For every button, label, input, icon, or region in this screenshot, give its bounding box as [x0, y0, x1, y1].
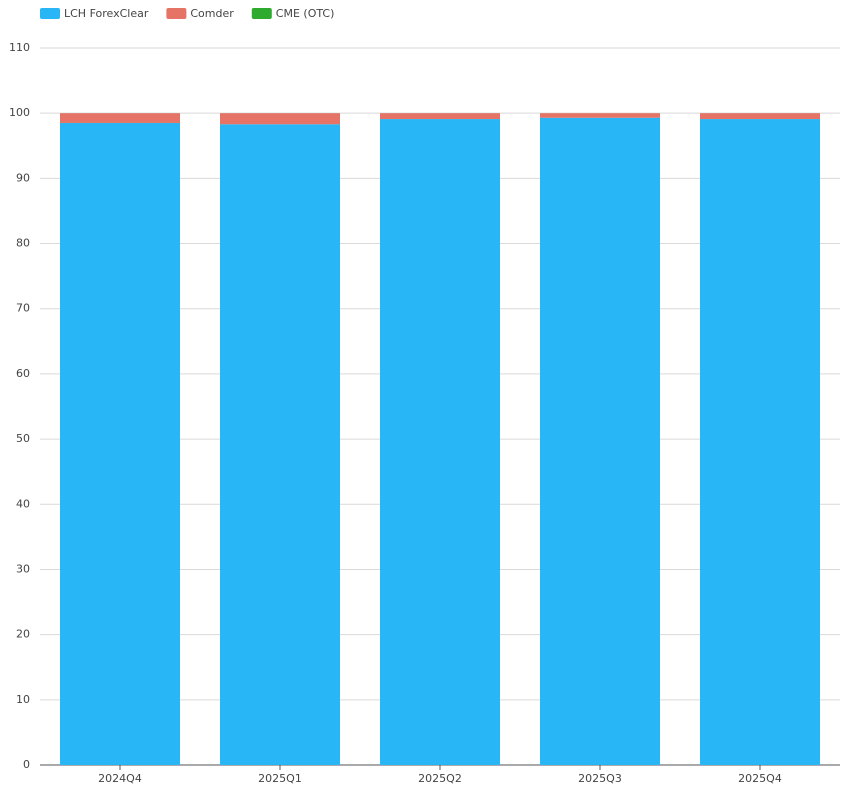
bar-segment [60, 113, 180, 123]
legend-swatch [40, 8, 60, 19]
y-tick-label: 60 [16, 367, 30, 380]
x-tick-label: 2025Q1 [258, 772, 302, 785]
legend-label: CME (OTC) [276, 7, 335, 20]
x-tick-label: 2024Q4 [98, 772, 142, 785]
bar-segment [700, 119, 820, 766]
x-tick-label: 2025Q4 [738, 772, 782, 785]
y-tick-label: 40 [16, 497, 30, 510]
bar-segment [380, 113, 500, 120]
y-tick-label: 0 [23, 758, 30, 771]
x-tick-label: 2025Q3 [578, 772, 622, 785]
y-tick-label: 20 [16, 628, 30, 641]
bar-segment [60, 122, 180, 765]
bar-segment [220, 113, 340, 125]
y-tick-label: 10 [16, 693, 30, 706]
y-tick-label: 50 [16, 432, 30, 445]
legend-label: Comder [190, 7, 234, 20]
y-tick-label: 110 [9, 41, 30, 54]
bar-segment [700, 113, 820, 120]
bar-segment [540, 113, 660, 118]
y-tick-label: 100 [9, 106, 30, 119]
legend-swatch [166, 8, 187, 19]
y-tick-label: 90 [16, 171, 30, 184]
bar-segment [220, 124, 340, 766]
bar-segment [380, 119, 500, 766]
x-tick-label: 2025Q2 [418, 772, 462, 785]
y-tick-label: 70 [16, 302, 30, 315]
legend-label: LCH ForexClear [64, 7, 149, 20]
legend-swatch [251, 8, 272, 19]
y-tick-label: 30 [16, 562, 30, 575]
bar-segment [540, 117, 660, 765]
y-tick-label: 80 [16, 237, 30, 250]
